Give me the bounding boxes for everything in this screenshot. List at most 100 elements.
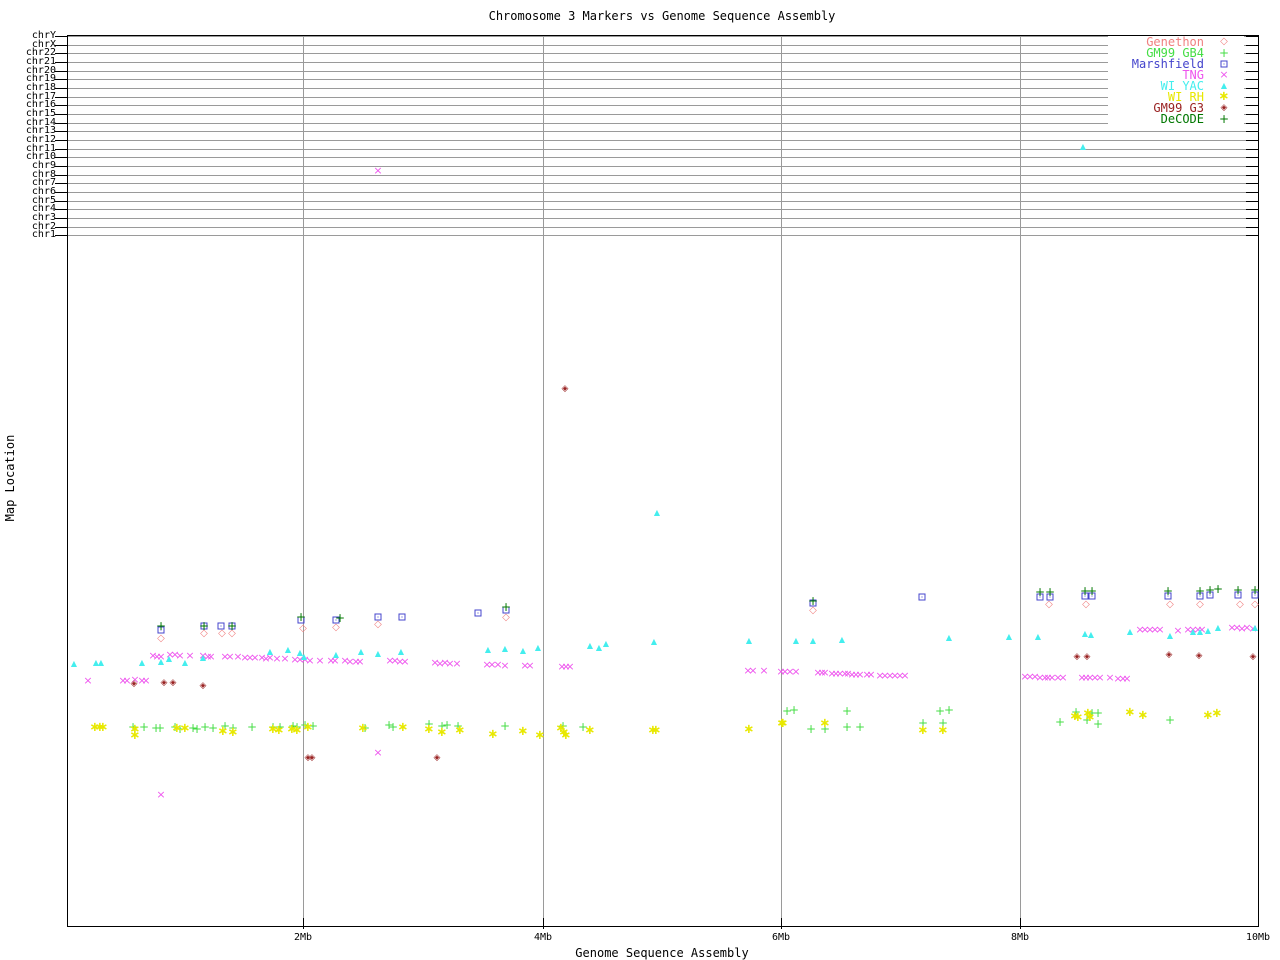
- y-tick-left: [55, 191, 67, 193]
- tng-marker: ×: [185, 649, 195, 662]
- tng-marker: ×: [315, 654, 325, 667]
- gm99-gb4-marker: +: [1092, 717, 1104, 731]
- gm99-gb4-marker: +: [805, 722, 817, 736]
- wi-yac-marker: ▲: [519, 646, 527, 655]
- wi-yac-marker: ▲: [284, 645, 292, 654]
- wi-yac-marker: ▲: [97, 658, 105, 667]
- gm99-gb4-marker: +: [841, 720, 853, 734]
- x-tick: [1020, 918, 1021, 929]
- y-tick-left: [55, 157, 67, 159]
- gm99-gb4-marker: +: [307, 719, 319, 733]
- tng-marker: ×: [300, 653, 310, 666]
- tng-marker: ×: [141, 674, 151, 687]
- legend-item-tng: TNG ×: [1108, 68, 1244, 82]
- wi-rh-marker: ∗: [129, 728, 141, 743]
- wi-rh-marker: ∗: [397, 720, 409, 735]
- legend-label: GM99 GB4: [1146, 45, 1204, 60]
- wi-rh-marker: ∗: [819, 716, 831, 731]
- gm99-gb4-marker: +: [937, 716, 949, 730]
- tng-marker: ×: [1227, 621, 1237, 634]
- decode-marker: +: [334, 611, 346, 625]
- chromosome-gridline: [68, 139, 1257, 141]
- y-tick-left: [55, 122, 67, 124]
- tng-marker: ×: [330, 654, 340, 667]
- tng-marker: ×: [1135, 623, 1145, 636]
- tng-marker: ×: [1047, 671, 1057, 684]
- wi-yac-marker: ▲: [1034, 632, 1042, 641]
- legend-marker-cell: ◈: [1204, 102, 1244, 113]
- tng-marker: ×: [1232, 621, 1242, 634]
- legend-label: WI RH: [1167, 89, 1204, 104]
- tng-marker: ×: [170, 648, 180, 661]
- gm99-gb4-marker: +: [383, 718, 395, 732]
- decode-marker: +: [295, 610, 307, 624]
- wi-yac-marker: ▲: [1079, 142, 1087, 151]
- chromosome-label: chr19: [25, 73, 56, 85]
- tng-marker: ×: [1105, 671, 1115, 684]
- y-tick-left: [55, 87, 67, 89]
- wi-rh-marker: ∗: [584, 723, 596, 738]
- wi-yac-marker: ▲: [1126, 627, 1134, 636]
- tng-marker: ×: [1113, 672, 1123, 685]
- y-tick-right: [1246, 235, 1258, 237]
- tng-marker: ×: [240, 651, 250, 664]
- wi-rh-marker: ∗: [217, 724, 229, 739]
- y-tick-right: [1246, 217, 1258, 219]
- chromosome-label: chr11: [25, 142, 56, 154]
- tng-marker: ×: [265, 651, 275, 664]
- wi-rh-marker: ∗: [534, 728, 546, 743]
- y-tick-right: [1246, 157, 1258, 159]
- tng-marker: ×: [165, 648, 175, 661]
- decode-marker: +: [1044, 585, 1056, 599]
- tng-marker: ×: [1053, 671, 1063, 684]
- legend-item-gm99-gb4: GM99 GB4 +: [1108, 45, 1244, 60]
- tng-marker: ×: [885, 669, 895, 682]
- gm99-gb4-marker: +: [169, 720, 181, 734]
- wi-yac-marker: ▲: [266, 647, 274, 656]
- legend-item-decode: DeCODE +: [1108, 112, 1244, 126]
- y-tick-left: [55, 200, 67, 202]
- chromosome-gridline: [68, 61, 1257, 63]
- legend-marker-cell: +: [1204, 113, 1244, 125]
- wi-yac-marker: ▲: [1081, 629, 1089, 638]
- marshfield-marker: [1251, 591, 1259, 599]
- y-tick-right: [1246, 44, 1258, 46]
- chromosome-label: chr17: [25, 90, 56, 102]
- tng-marker: ×: [156, 650, 166, 663]
- marshfield-marker: [374, 613, 382, 621]
- y-tick-left: [55, 113, 67, 115]
- tng-marker: ×: [130, 673, 140, 686]
- tng-marker: ×: [831, 667, 841, 680]
- gm99-gb4-marker: +: [577, 720, 589, 734]
- gm99-gb4-marker: +: [841, 704, 853, 718]
- marshfield-marker: [228, 622, 236, 630]
- gm99-gb4-marker: +: [174, 722, 186, 736]
- x-gridline: [303, 36, 304, 925]
- wi-rh-marker: ∗: [558, 725, 570, 740]
- tng-marker: ×: [776, 665, 786, 678]
- wi-rh-marker: ∗: [129, 722, 141, 737]
- gm99-gb4-marker: +: [291, 720, 303, 734]
- genethon-marker: ◇: [809, 605, 817, 616]
- legend-label: Marshfield: [1131, 56, 1204, 71]
- decode-marker: +: [1212, 582, 1224, 596]
- wi-yac-marker: ▲: [1204, 626, 1212, 635]
- tng-marker: ×: [351, 655, 361, 668]
- gm99-gb4-marker: +: [127, 720, 139, 734]
- wi-rh-legend-marker: ∗: [1218, 89, 1230, 104]
- tng-marker: ×: [1118, 672, 1128, 685]
- tng-marker: ×: [1193, 623, 1203, 636]
- chromosome-label: chr18: [25, 81, 56, 93]
- tng-marker: ×: [791, 665, 801, 678]
- decode-marker: +: [1162, 584, 1174, 598]
- tng-legend-marker: ×: [1219, 68, 1229, 81]
- wi-yac-marker: ▲: [809, 636, 817, 645]
- marshfield-marker: [1234, 591, 1242, 599]
- tng-marker: ×: [851, 668, 861, 681]
- gm99-g3-marker: ◈: [433, 753, 441, 763]
- chromosome-label: chr6: [31, 185, 56, 197]
- tng-marker: ×: [866, 668, 876, 681]
- tng-marker: ×: [1030, 670, 1040, 683]
- wi-yac-marker: ▲: [397, 647, 405, 656]
